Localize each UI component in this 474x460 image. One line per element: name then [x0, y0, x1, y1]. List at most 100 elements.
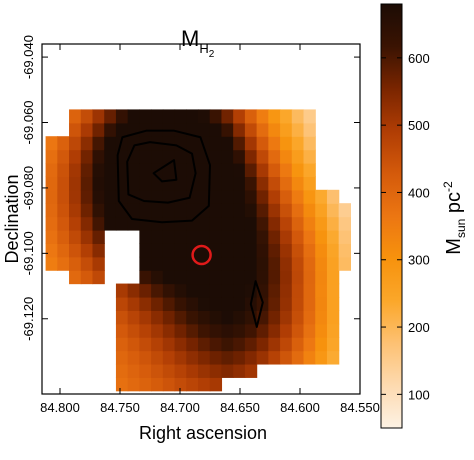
heatmap-cell: [268, 109, 281, 124]
heatmap-cell: [139, 350, 152, 365]
heatmap-cell: [221, 363, 234, 378]
heatmap-cell: [45, 189, 58, 204]
heatmap-cell: [244, 122, 258, 137]
heatmap-cell: [244, 216, 258, 231]
heatmap-cell: [209, 377, 223, 392]
heatmap-cell: [139, 216, 152, 231]
chart-title-subsub: 2: [209, 49, 215, 60]
heatmap-cell: [92, 256, 105, 271]
heatmap-cell: [198, 176, 211, 191]
heatmap-cell: [280, 122, 293, 137]
heatmap-cell: [115, 323, 129, 338]
heatmap-cell: [139, 229, 152, 244]
heatmap-cell: [291, 296, 305, 311]
heatmap-cell: [303, 310, 316, 325]
contour-line: [116, 129, 211, 224]
heatmap-cell: [315, 256, 328, 271]
heatmap-cell: [162, 377, 176, 392]
heatmap-cell: [174, 229, 187, 244]
heatmap-cell: [198, 337, 211, 352]
heatmap-cell: [80, 149, 94, 164]
heatmap-cell: [174, 337, 187, 352]
heatmap-cell: [151, 149, 164, 164]
colorbar-title-base: M: [443, 238, 465, 255]
heatmap-cell: [256, 337, 269, 352]
heatmap-cell: [338, 229, 351, 244]
heatmap-cell: [291, 149, 305, 164]
heatmap-cell: [291, 256, 305, 271]
y-tick-label: -69.060: [21, 100, 36, 144]
heatmap-cell: [127, 296, 140, 311]
heatmap-cell: [221, 350, 234, 365]
heatmap-cell: [198, 270, 211, 285]
heatmap-cell: [186, 296, 199, 311]
heatmap-cell: [326, 243, 340, 258]
heatmap-cell: [115, 122, 129, 137]
heatmap-cell: [198, 350, 211, 365]
heatmap-cell: [256, 243, 269, 258]
heatmap-cell: [291, 216, 305, 231]
heatmap-cell: [69, 163, 82, 177]
heatmap-cell: [209, 296, 223, 311]
heatmap-cell: [280, 323, 293, 338]
heatmap-cell: [256, 229, 269, 244]
heatmap-cell: [186, 377, 199, 392]
heatmap-cell: [69, 270, 82, 285]
heatmap-cell: [57, 163, 70, 177]
heatmap-cell: [162, 163, 176, 177]
heatmap-cell: [45, 216, 58, 231]
heatmap-cell: [174, 216, 187, 231]
heatmap-cell: [139, 149, 152, 164]
heatmap-cell: [244, 189, 258, 204]
heatmap-cell: [221, 229, 234, 244]
heatmap-cell: [69, 203, 82, 218]
heatmap-cell: [268, 310, 281, 325]
heatmap-cell: [268, 229, 281, 244]
heatmap-cell: [139, 203, 152, 218]
heatmap-cell: [315, 270, 328, 285]
heatmap-cell: [326, 283, 340, 298]
heatmap-cell: [186, 109, 199, 124]
heatmap-cell: [256, 122, 269, 137]
heatmap-cell: [127, 176, 140, 191]
heatmap-cell: [291, 270, 305, 285]
contours: [116, 129, 264, 328]
heatmap-cell: [127, 310, 140, 325]
heatmap-cell: [45, 203, 58, 218]
heatmap-cell: [162, 149, 176, 164]
contour-line: [249, 280, 264, 328]
heatmap-cell: [186, 203, 199, 218]
heatmap-cell: [162, 229, 176, 244]
heatmap-cell: [291, 122, 305, 137]
heatmap-cell: [303, 296, 316, 311]
colorbar-title-sup: -2: [441, 181, 455, 192]
heatmap-cell: [326, 296, 340, 311]
heatmap-cell: [80, 270, 94, 285]
heatmap-cell: [57, 149, 70, 164]
colorbar-title: Msun pc-2: [441, 181, 468, 255]
heatmap-cell: [174, 122, 187, 137]
x-axis-ticks: 84.800 84.750 84.700 84.650 84.600 84.550: [40, 44, 380, 415]
heatmap-cell: [80, 243, 94, 258]
heatmap-cell: [244, 163, 258, 177]
heatmap-cell: [303, 109, 316, 124]
heatmap-cell: [233, 256, 246, 271]
heatmap-cell: [104, 136, 117, 151]
heatmap-cell: [303, 256, 316, 271]
heatmap-cell: [57, 243, 70, 258]
heatmap-cell: [280, 109, 293, 124]
heatmap-cell: [162, 270, 176, 285]
heatmap-cell: [209, 270, 223, 285]
heatmap-cell: [162, 136, 176, 151]
heatmap-cell: [198, 216, 211, 231]
heatmap-cell: [209, 337, 223, 352]
heatmap-cell: [127, 136, 140, 151]
heatmap-cell: [151, 337, 164, 352]
heatmap-cell: [186, 323, 199, 338]
heatmap-cell: [280, 270, 293, 285]
heatmap-cell: [151, 377, 164, 392]
heatmap-cell: [303, 283, 316, 298]
heatmap-cell: [115, 216, 129, 231]
heatmap-cell: [209, 136, 223, 151]
heatmap-cell: [104, 149, 117, 164]
